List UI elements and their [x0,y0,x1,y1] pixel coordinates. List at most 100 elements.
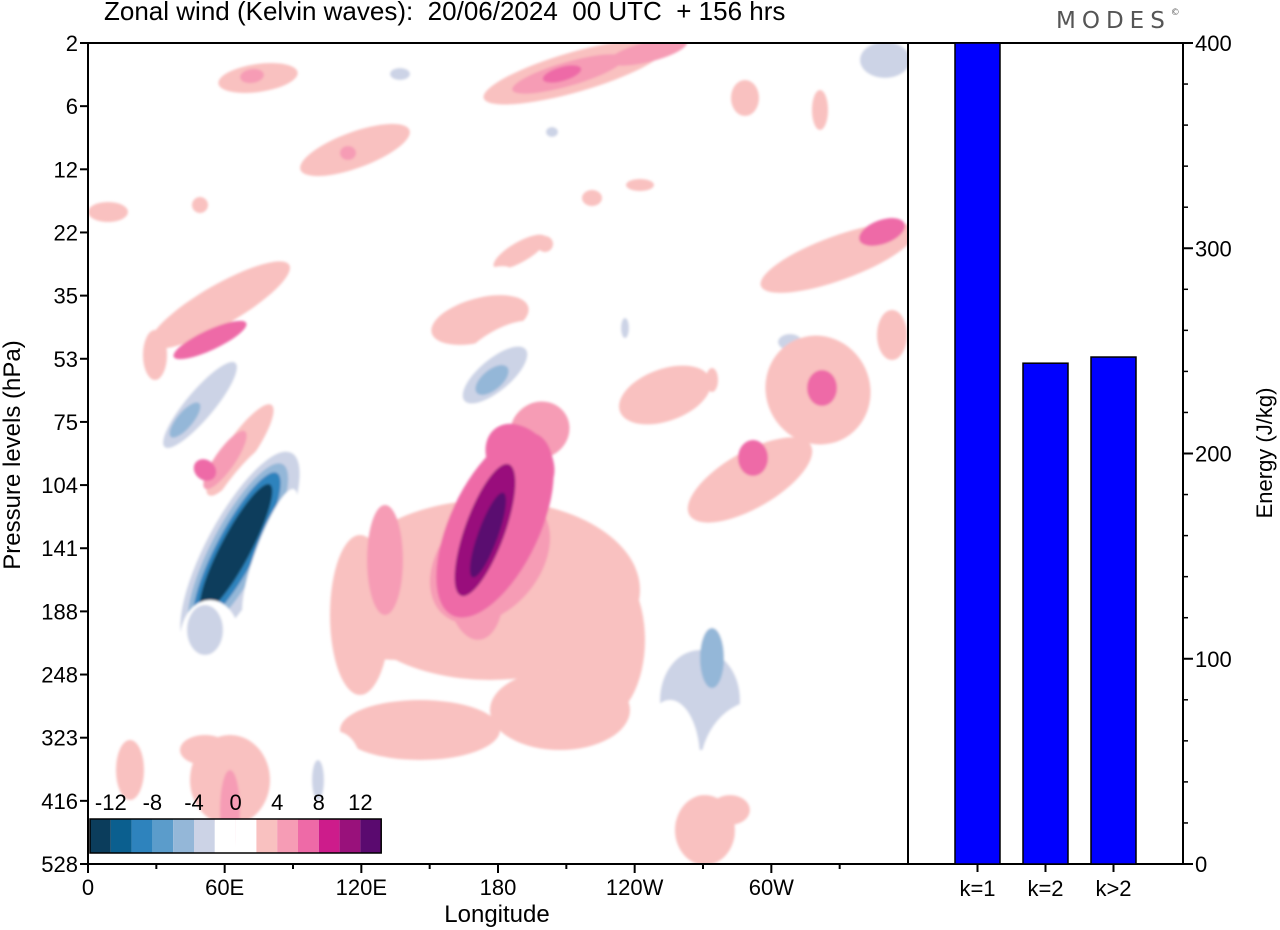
contour-blob [733,141,797,183]
contour-blob [390,68,410,80]
colorbar-swatch [152,819,174,853]
energy-bar-label: k>2 [1095,876,1131,901]
contour-blob [340,700,500,760]
energy-bar [954,42,1001,865]
contour-blob [477,825,493,864]
contour-blob [877,310,907,360]
energy-tick-label: 300 [1195,236,1232,261]
contour-blob [88,202,128,222]
contour-blob [386,195,398,215]
contour-blob [192,197,208,213]
colorbar-frame [89,818,382,854]
colorbar-swatch [339,819,361,853]
colorbar-swatch [235,819,257,853]
contour-blob [143,330,167,380]
colorbar-label: -4 [184,790,204,815]
chart-title: Zonal wind (Kelvin waves): 20/06/2024 00… [104,0,786,26]
contour-blob [340,146,356,160]
y-tick-label: 416 [41,789,78,814]
x-tick-label: 0 [82,875,94,900]
contour-blob [626,179,654,191]
y-tick-label: 22 [54,220,78,245]
energy-axis: 0 100 200 300 400 [1183,31,1232,877]
contour-blob [587,271,673,349]
y-tick-label: 188 [41,599,78,624]
colorbar-label: -8 [143,790,163,815]
colorbar-label: 12 [348,790,372,815]
contour-blob [180,735,230,765]
contour-blob [242,489,298,621]
contour-blob [280,678,300,722]
contour-blob [88,495,112,545]
contour-blob [150,261,290,349]
colorbar-label: 4 [271,790,283,815]
colorbar-label: -12 [95,790,127,815]
energy-tick-label: 400 [1195,31,1232,56]
contour-blob [312,760,324,800]
colorbar-swatch [173,819,194,853]
x-tick-label: 180 [480,875,517,900]
contour-blob [860,43,908,78]
contour-blob [469,492,507,578]
colorbar-swatch [256,819,278,853]
contour-blob [88,43,118,100]
y-axis-label: Pressure levels (hPa) [0,340,26,569]
colorbar-swatch [277,819,298,853]
colorbar-label: 8 [313,790,325,815]
contour-blob [687,437,813,523]
x-tick-label: 60W [749,875,794,900]
contour-blob [582,190,602,206]
y-tick-label: 35 [54,284,78,309]
x-axis-label: Longitude [444,901,549,928]
y-tick-label: 6 [66,94,78,119]
contour-blob [475,365,509,395]
contour-blob [640,700,700,820]
contour-blob [340,316,360,344]
contour-blob [807,370,837,406]
contour-blob [877,495,893,535]
contour-blob [731,80,759,116]
contour-blob [193,459,217,481]
contour-blob [752,650,808,750]
contour-blob [753,270,907,350]
colorbar-swatch [360,819,382,853]
contour-blob [240,68,264,84]
contour-blob [785,580,815,640]
contour-blob [859,218,905,246]
contour-blob [116,740,144,800]
logo-text: MODES [1056,8,1171,34]
colorbar-swatch [110,819,132,853]
colorbar: -12 -8 -4 0 4 8 12 [89,790,382,854]
contour-blob [340,620,460,660]
contour-blob [490,670,630,750]
y-tick-label: 323 [41,726,78,751]
contour-blob [542,65,582,83]
contour-blob [419,266,511,314]
colorbar-swatch [194,819,215,853]
contour-blob [169,402,201,438]
contour-blob [706,368,718,392]
x-tick-label: 60E [205,875,244,900]
contour-blob [362,380,378,420]
colorbar-swatch [90,819,111,853]
energy-tick-label: 100 [1195,647,1232,672]
x-axis: 0 60E 120E 180 120W 60W [82,864,841,900]
energy-axis-label: Energy (J/kg) [1252,388,1277,519]
contour-field [88,43,908,864]
y-tick-label: 141 [41,536,78,561]
contour-blob [367,505,403,615]
y-tick-label: 75 [54,410,78,435]
contour-blob [738,440,768,476]
contour-blob [178,156,186,168]
y-axis: 2 6 12 22 35 53 75 104 141 188 248 323 416 528 [41,31,88,877]
energy-bars: k=1 k=2 k>2 [954,42,1137,901]
energy-bar-label: k=2 [1027,876,1063,901]
y-tick-label: 53 [54,347,78,372]
y-tick-label: 528 [41,852,78,877]
contour-blob [621,318,629,338]
y-tick-label: 248 [41,663,78,688]
contour-blob [812,90,828,130]
colorbar-swatch [318,819,340,853]
contour-blob [142,520,158,600]
